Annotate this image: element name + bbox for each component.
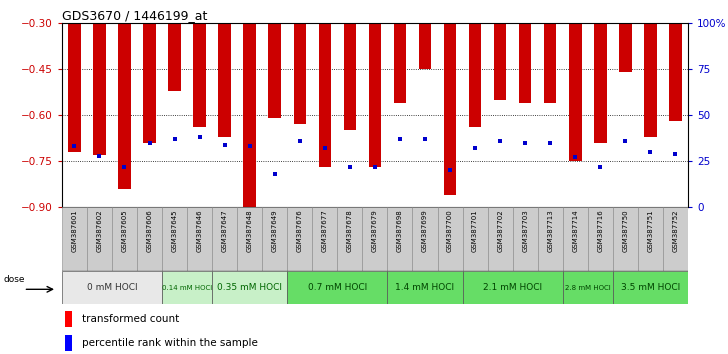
Bar xyxy=(563,271,613,304)
Text: GSM387702: GSM387702 xyxy=(497,210,503,252)
Text: GSM387606: GSM387606 xyxy=(146,210,153,252)
Text: GDS3670 / 1446199_at: GDS3670 / 1446199_at xyxy=(62,9,207,22)
Bar xyxy=(218,23,231,137)
Text: GSM387647: GSM387647 xyxy=(221,210,228,252)
Bar xyxy=(444,23,456,195)
Text: GSM387751: GSM387751 xyxy=(647,210,654,252)
Bar xyxy=(112,207,137,271)
Bar xyxy=(337,207,363,271)
Text: dose: dose xyxy=(3,275,25,284)
Text: GSM387701: GSM387701 xyxy=(472,210,478,252)
Bar xyxy=(212,207,237,271)
Bar xyxy=(143,23,156,143)
Bar xyxy=(368,23,381,167)
Text: 2.1 mM HOCl: 2.1 mM HOCl xyxy=(483,283,542,292)
Text: GSM387713: GSM387713 xyxy=(547,210,553,252)
Bar xyxy=(387,207,413,271)
Text: GSM387679: GSM387679 xyxy=(372,210,378,252)
Text: 3.5 mM HOCl: 3.5 mM HOCl xyxy=(621,283,680,292)
Bar xyxy=(488,207,513,271)
Text: GSM387601: GSM387601 xyxy=(71,210,77,252)
Bar xyxy=(344,23,356,130)
Text: GSM387750: GSM387750 xyxy=(622,210,628,252)
Bar xyxy=(65,312,72,327)
Text: percentile rank within the sample: percentile rank within the sample xyxy=(82,338,258,348)
Bar xyxy=(419,23,431,69)
Bar xyxy=(619,23,632,72)
Text: GSM387714: GSM387714 xyxy=(572,210,578,252)
Bar xyxy=(237,207,262,271)
Bar xyxy=(494,23,507,100)
Bar xyxy=(613,207,638,271)
Text: GSM387649: GSM387649 xyxy=(272,210,278,252)
Bar xyxy=(168,23,181,91)
Text: 2.8 mM HOCl: 2.8 mM HOCl xyxy=(565,285,611,291)
Bar xyxy=(68,23,81,152)
Bar xyxy=(162,207,187,271)
Bar xyxy=(62,271,162,304)
Bar xyxy=(638,207,663,271)
Text: 0.7 mM HOCl: 0.7 mM HOCl xyxy=(308,283,367,292)
Text: GSM387716: GSM387716 xyxy=(597,210,604,252)
Bar xyxy=(319,23,331,167)
Text: GSM387678: GSM387678 xyxy=(347,210,353,252)
Bar xyxy=(587,207,613,271)
Bar xyxy=(288,207,312,271)
Bar xyxy=(394,23,406,103)
Bar xyxy=(87,207,112,271)
Text: GSM387752: GSM387752 xyxy=(673,210,678,252)
Bar xyxy=(293,23,306,124)
Text: GSM387646: GSM387646 xyxy=(197,210,202,252)
Bar xyxy=(613,271,688,304)
Bar xyxy=(269,23,281,118)
Bar xyxy=(137,207,162,271)
Bar xyxy=(513,207,538,271)
Bar xyxy=(594,23,606,143)
Bar xyxy=(462,207,488,271)
Text: GSM387648: GSM387648 xyxy=(247,210,253,252)
Bar xyxy=(262,207,288,271)
Bar xyxy=(438,207,462,271)
Bar xyxy=(65,335,72,351)
Bar xyxy=(93,23,106,155)
Text: GSM387645: GSM387645 xyxy=(172,210,178,252)
Bar xyxy=(187,207,212,271)
Text: GSM387677: GSM387677 xyxy=(322,210,328,252)
Bar xyxy=(563,207,587,271)
Bar xyxy=(243,23,256,210)
Bar xyxy=(118,23,131,189)
Bar xyxy=(212,271,288,304)
Bar xyxy=(162,271,212,304)
Bar xyxy=(194,23,206,127)
Text: 0 mM HOCl: 0 mM HOCl xyxy=(87,283,138,292)
Text: 0.14 mM HOCl: 0.14 mM HOCl xyxy=(162,285,213,291)
Text: GSM387602: GSM387602 xyxy=(96,210,103,252)
Text: GSM387676: GSM387676 xyxy=(297,210,303,252)
Bar xyxy=(462,271,563,304)
Text: 0.35 mM HOCl: 0.35 mM HOCl xyxy=(217,283,282,292)
Bar xyxy=(519,23,531,103)
Bar xyxy=(544,23,556,103)
Text: GSM387703: GSM387703 xyxy=(522,210,529,252)
Bar xyxy=(469,23,481,127)
Bar xyxy=(387,271,462,304)
Text: GSM387699: GSM387699 xyxy=(422,210,428,252)
Bar xyxy=(663,207,688,271)
Bar xyxy=(538,207,563,271)
Bar xyxy=(363,207,387,271)
Bar xyxy=(312,207,337,271)
Text: GSM387698: GSM387698 xyxy=(397,210,403,252)
Bar xyxy=(413,207,438,271)
Text: 1.4 mM HOCl: 1.4 mM HOCl xyxy=(395,283,454,292)
Text: transformed count: transformed count xyxy=(82,314,179,324)
Bar xyxy=(569,23,582,161)
Bar xyxy=(644,23,657,137)
Bar xyxy=(62,207,87,271)
Bar xyxy=(288,271,387,304)
Bar xyxy=(669,23,681,121)
Text: GSM387605: GSM387605 xyxy=(122,210,127,252)
Text: GSM387700: GSM387700 xyxy=(447,210,453,252)
